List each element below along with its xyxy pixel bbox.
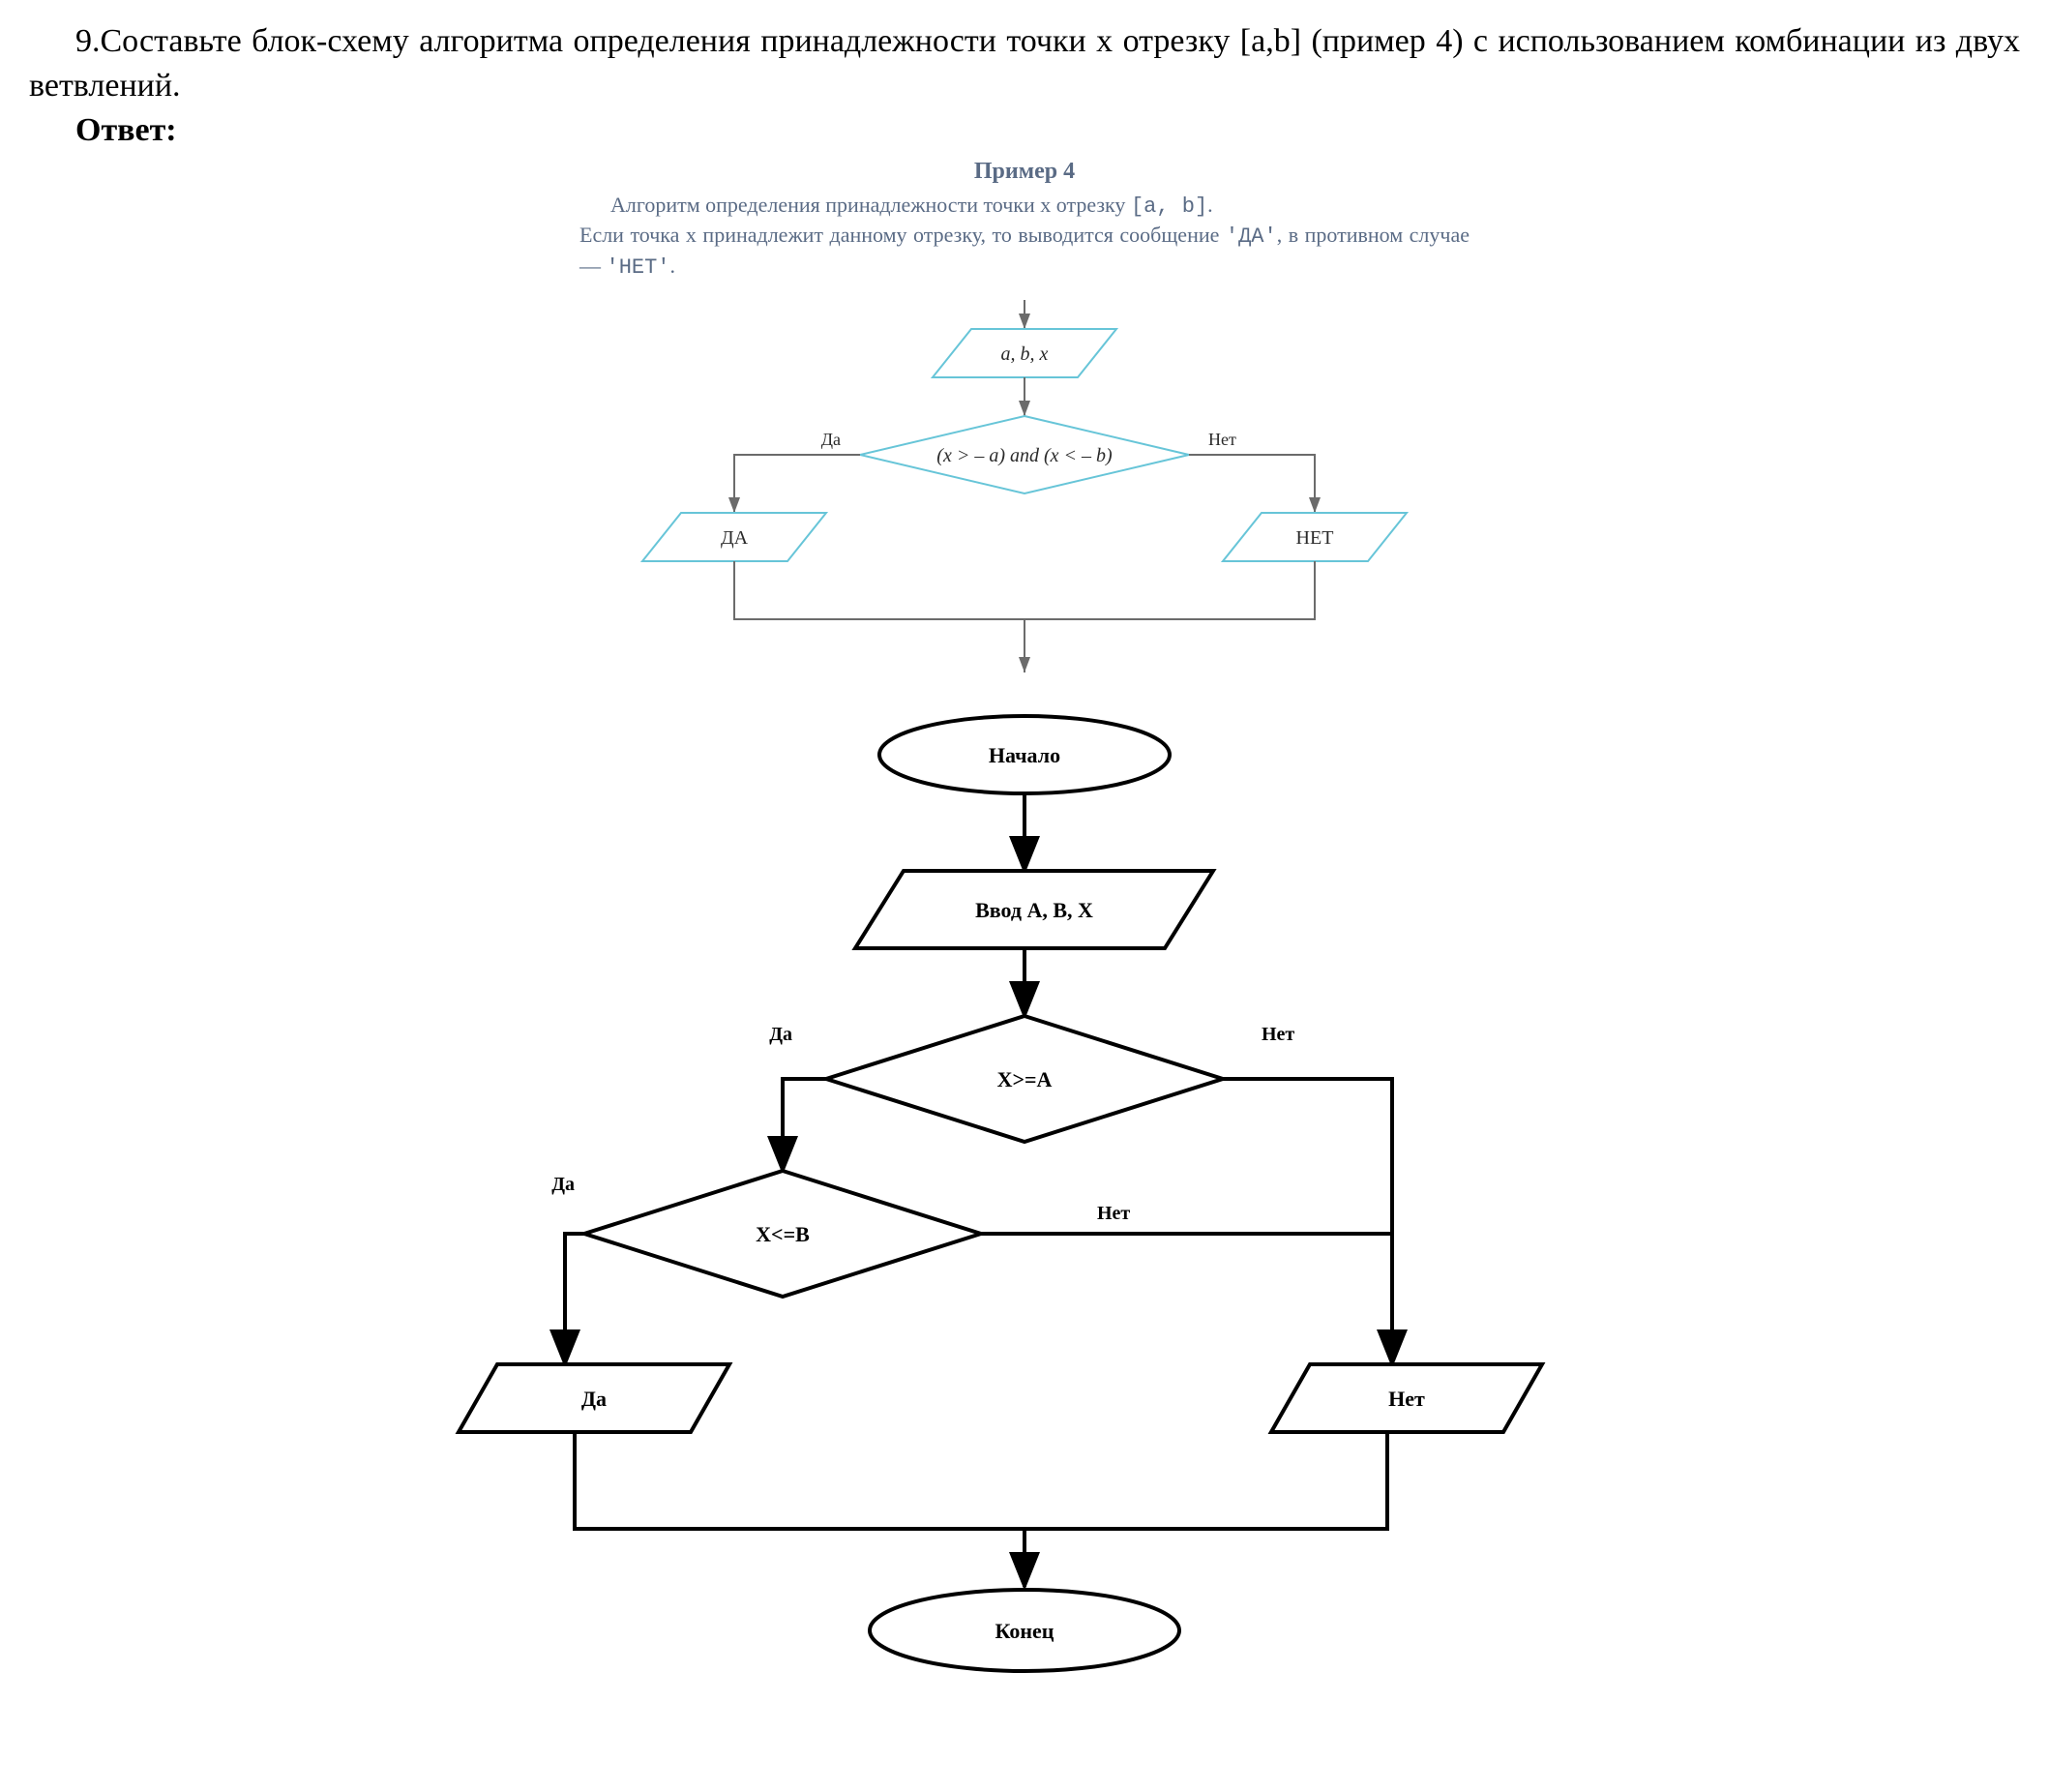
fc2-out-no-label: Нет xyxy=(1388,1387,1425,1411)
example-desc-line2: Если точка x принадлежит данному отрезку… xyxy=(579,221,1470,282)
fc1-out-yes-label: ДА xyxy=(721,527,749,549)
fc1-no-label: Нет xyxy=(1208,430,1236,449)
example-l2-mono1: 'ДА' xyxy=(1226,224,1277,249)
fc2-dec1-yes: Да xyxy=(769,1024,792,1045)
fc2-end-label: Конец xyxy=(995,1619,1054,1643)
fc2-start-label: Начало xyxy=(989,743,1060,767)
example-l2-mono2: 'НЕТ' xyxy=(607,255,670,280)
fc2-dec2-no: Нет xyxy=(1097,1203,1130,1224)
fc2-out-yes-label: Да xyxy=(581,1387,607,1411)
fc2-dec1-no: Нет xyxy=(1262,1024,1294,1045)
example-l1-mono: [a, b] xyxy=(1131,194,1207,219)
fc2-dec2-label: X<=B xyxy=(756,1222,810,1246)
fc1-decision-label: (x > – a) and (x < – b) xyxy=(936,445,1113,466)
example-title: Пример 4 xyxy=(579,159,1470,185)
example-desc-line1: Алгоритм определения принадлежности точк… xyxy=(579,191,1470,222)
fc2-dec1-label: X>=A xyxy=(997,1067,1053,1091)
answer-label: Ответ: xyxy=(29,112,2020,149)
flowchart-example4: a, b, x (x > – a) and (x < – b) Да Нет Д… xyxy=(589,300,1460,677)
fc1-yes-label: Да xyxy=(821,430,841,449)
example-l1-prefix: Алгоритм определения принадлежности точк… xyxy=(610,193,1131,217)
example-l1-suffix: . xyxy=(1207,193,1213,217)
example-l2-suffix: . xyxy=(670,254,676,278)
fc1-out-no-label: НЕТ xyxy=(1296,527,1334,549)
fc1-input-label: a, b, x xyxy=(1001,343,1049,365)
flowchart-answer: Начало Ввод A, B, X X>=A Да Нет X<=B Да … xyxy=(420,706,1629,1684)
fc2-dec2-yes: Да xyxy=(551,1174,575,1195)
fc2-input-label: Ввод A, B, X xyxy=(975,898,1093,922)
question-text: 9.Составьте блок-схему алгоритма определ… xyxy=(29,19,2020,108)
example-l2-prefix: Если точка x принадлежит данному отрезку… xyxy=(579,223,1226,247)
example-block: Пример 4 Алгоритм определения принадлежн… xyxy=(579,159,1470,283)
